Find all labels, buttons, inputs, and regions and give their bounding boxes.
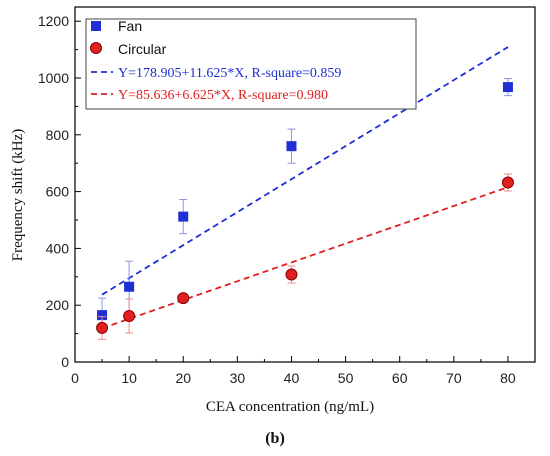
circular-point <box>177 292 190 305</box>
legend: Fan Circular Y=178.905+11.625*X, R-squar… <box>85 18 417 110</box>
fan-point <box>286 141 297 152</box>
fan-point <box>178 211 189 222</box>
legend-marker-circular <box>90 42 102 54</box>
y-tick-label: 400 <box>46 240 70 256</box>
fan-point <box>124 281 135 292</box>
circular-point <box>285 268 298 281</box>
circular-point <box>96 321 109 334</box>
x-tick-label: 0 <box>71 370 79 386</box>
plot-frame <box>74 6 536 363</box>
y-tick-label: 1000 <box>38 70 69 86</box>
x-tick-label: 50 <box>338 370 354 386</box>
legend-box <box>85 18 417 110</box>
legend-label-fan: Fan <box>118 18 142 34</box>
legend-label-fan-fit: Y=178.905+11.625*X, R-square=0.859 <box>118 66 341 81</box>
x-tick-label: 20 <box>175 370 191 386</box>
x-tick-label: 60 <box>392 370 408 386</box>
x-tick-label: 70 <box>446 370 462 386</box>
circular-point <box>123 309 136 322</box>
panel-label: (b) <box>265 430 285 447</box>
x-axis-title: CEA concentration (ng/mL) <box>206 399 374 415</box>
circular-point <box>501 176 514 189</box>
legend-label-circular-fit: Y=85.636+6.625*X, R-square=0.980 <box>118 88 328 103</box>
fan-point <box>97 310 108 321</box>
fan-point <box>502 82 513 93</box>
x-tick-label: 30 <box>230 370 246 386</box>
y-tick-label: 800 <box>46 127 70 143</box>
y-tick-label: 0 <box>61 354 69 370</box>
y-tick-label: 600 <box>46 184 70 200</box>
y-tick-label: 200 <box>46 297 70 313</box>
x-tick-label: 80 <box>500 370 516 386</box>
legend-marker-fan <box>91 21 101 31</box>
y-axis-title: Frequency shift (kHz) <box>10 129 26 261</box>
legend-label-circular: Circular <box>118 41 167 57</box>
circular-fit-line <box>101 186 509 330</box>
x-tick-label: 40 <box>284 370 300 386</box>
y-tick-label: 1200 <box>38 13 69 29</box>
x-tick-label: 10 <box>121 370 137 386</box>
